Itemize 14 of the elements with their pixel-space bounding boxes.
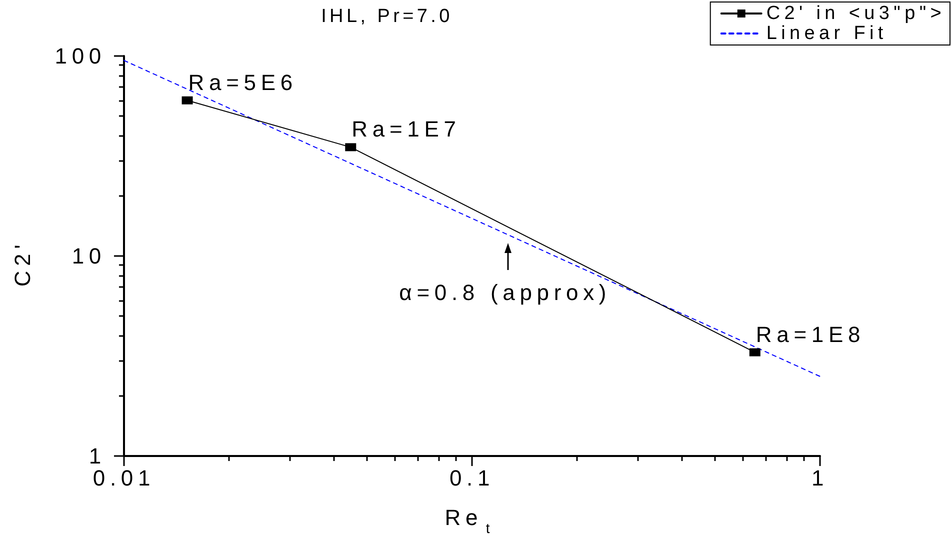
annotation: Ra=1E7 xyxy=(352,116,461,142)
annotation: Ra=1E8 xyxy=(756,322,866,347)
legend-label: C2' in <u3"p"> xyxy=(766,3,946,24)
y-axis-title: C2' xyxy=(10,240,35,287)
annotation: Ra=5E6 xyxy=(188,70,298,95)
x-tick-label: 0.1 xyxy=(449,466,495,490)
chart-title: IHL, Pr=7.0 xyxy=(321,6,453,28)
y-tick-label: 1 xyxy=(88,444,106,468)
annotation: α=0.8 (approx) xyxy=(399,280,612,306)
y-tick-label: 100 xyxy=(54,44,106,68)
x-tick-label: 0.01 xyxy=(92,466,156,490)
x-tick-label: 1 xyxy=(811,466,829,490)
y-tick-label: 10 xyxy=(72,244,106,268)
legend-label: Linear Fit xyxy=(766,23,888,44)
